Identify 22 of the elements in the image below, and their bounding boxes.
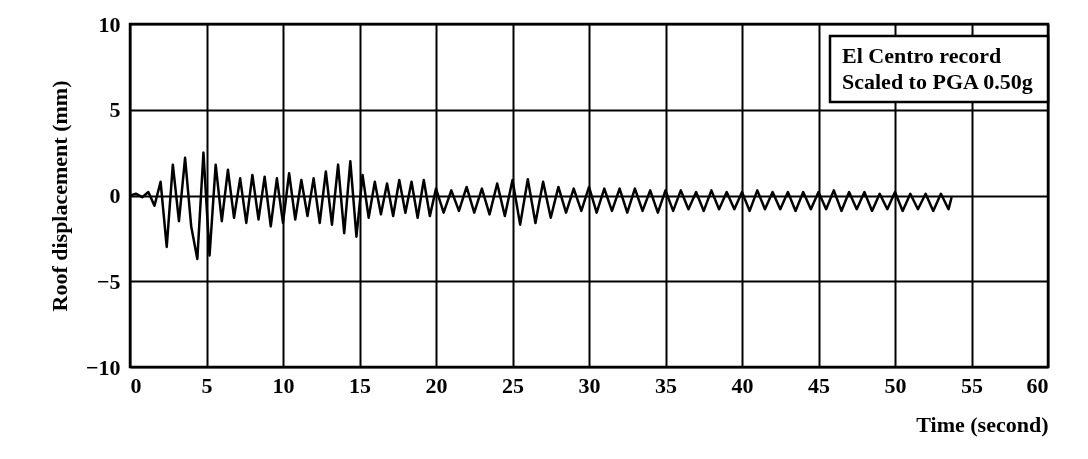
y-axis-title: Roof displacement (mm) xyxy=(46,80,72,312)
y-tick-label: 10 xyxy=(98,11,121,37)
x-tick-label: 40 xyxy=(731,372,754,398)
y-tick-label: 5 xyxy=(109,97,121,123)
y-tick-label: 0 xyxy=(109,183,121,208)
annotation: Scaled to PGA 0.50g xyxy=(842,69,1033,94)
y-tick-label: −5 xyxy=(96,268,121,294)
y-tick-label: −10 xyxy=(85,354,121,380)
x-tick-label: 0 xyxy=(130,372,142,398)
x-tick-label: 55 xyxy=(961,372,983,398)
x-tick-label: 20 xyxy=(425,372,448,398)
x-tick-label: 15 xyxy=(349,372,371,398)
x-axis-title: Time (second) xyxy=(916,411,1049,437)
x-tick-label: 10 xyxy=(272,372,295,398)
annotation: El Centro record xyxy=(842,43,1002,68)
x-tick-label: 30 xyxy=(578,372,601,398)
x-tick-label: 60 xyxy=(1026,372,1049,398)
x-tick-label: 35 xyxy=(655,372,677,398)
x-tick-label: 5 xyxy=(201,372,213,398)
x-tick-label: 25 xyxy=(502,372,524,398)
x-tick-label: 45 xyxy=(808,372,830,398)
x-tick-label: 50 xyxy=(884,372,907,398)
